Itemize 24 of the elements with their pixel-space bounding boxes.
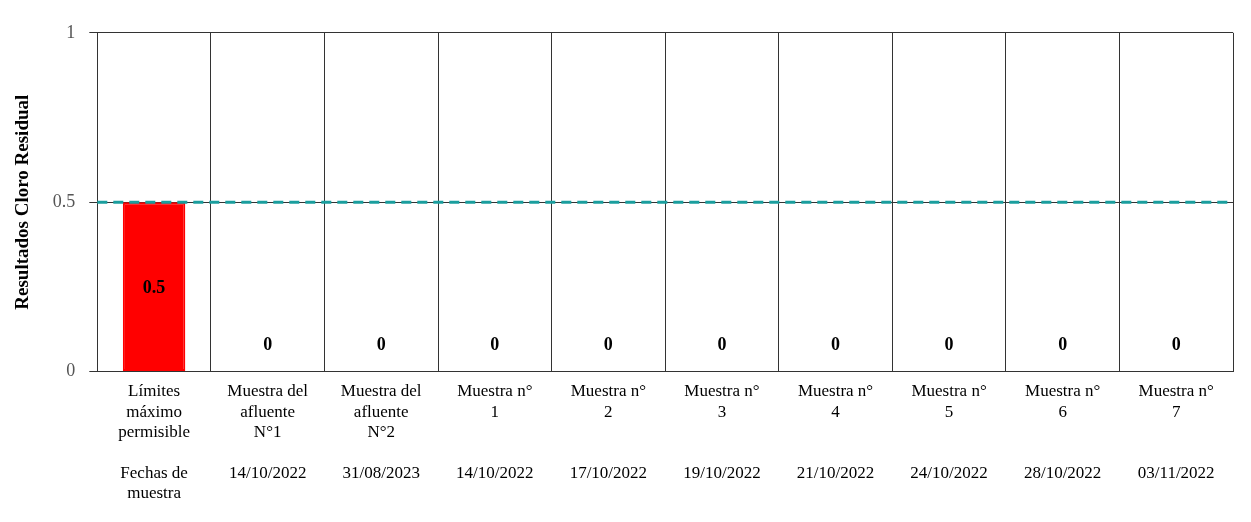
- y-tick-label: 1: [66, 21, 76, 42]
- category-label: Muestra n° 6 28/10/2022: [1023, 381, 1102, 482]
- category-label: Muestra n° 3 19/10/2022: [683, 381, 761, 482]
- category-label: Muestra n° 5 24/10/2022: [910, 381, 988, 482]
- data-label: 0: [944, 333, 954, 354]
- category-label: Límites máximo permisible Fechas de muestra: [118, 381, 190, 503]
- data-label: 0: [717, 333, 727, 354]
- data-label: 0: [831, 333, 841, 354]
- category-label: Muestra n° 2 17/10/2022: [569, 381, 648, 482]
- category-label: Muestra n° 4 21/10/2022: [796, 381, 875, 482]
- data-label: 0: [1171, 333, 1181, 354]
- category-label: Muestra del afluente N°1 14/10/2022: [227, 381, 309, 482]
- y-tick-label: 0: [66, 360, 76, 381]
- y-tick-label: 0.5: [52, 190, 76, 211]
- data-label: 0: [376, 333, 386, 354]
- data-label: 0: [603, 333, 613, 354]
- data-label: 0: [1058, 333, 1068, 354]
- data-label: 0.5: [142, 276, 166, 297]
- category-label: Muestra n° 1 14/10/2022: [456, 381, 534, 482]
- category-label: Muestra n° 7 03/11/2022: [1137, 381, 1215, 482]
- data-label: 0: [263, 333, 273, 354]
- data-label: 0: [490, 333, 500, 354]
- category-label: Muestra del afluente N°2 31/08/2023: [340, 381, 422, 482]
- y-axis-title: Resultados Cloro Residual: [11, 94, 33, 310]
